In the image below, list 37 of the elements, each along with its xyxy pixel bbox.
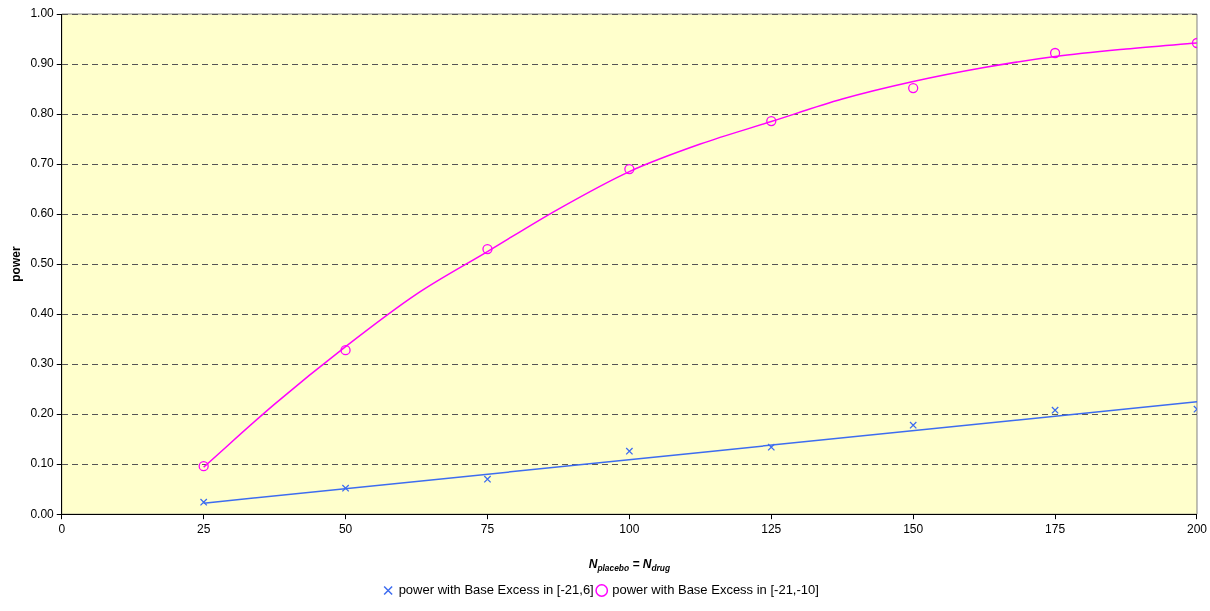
y-tick-label: 0.10 bbox=[30, 456, 55, 471]
legend-label: power with Base Excess in [-21,6] bbox=[398, 582, 594, 598]
legend-label: power with Base Excess in [-21,-10] bbox=[612, 582, 819, 598]
y-tick-label: 0.70 bbox=[30, 156, 55, 171]
point bbox=[340, 344, 351, 356]
point bbox=[341, 484, 350, 493]
x-tick-label: 175 bbox=[1045, 521, 1066, 536]
point bbox=[482, 243, 493, 255]
point bbox=[199, 498, 208, 507]
y-tick-label: 0.20 bbox=[30, 406, 55, 421]
y-tick-label: 0.00 bbox=[30, 506, 55, 521]
x-tick-label: 0 bbox=[58, 521, 66, 536]
y-tick-label: 1.00 bbox=[30, 6, 55, 21]
y-axis-title: power bbox=[8, 246, 23, 282]
x-tick-label: 200 bbox=[1186, 521, 1208, 536]
y-tick-label: 0.50 bbox=[30, 256, 55, 271]
y-tick-label: 0.30 bbox=[30, 356, 55, 371]
y-tick-label: 0.40 bbox=[30, 306, 55, 321]
y-tick-label: 0.90 bbox=[30, 56, 55, 71]
point bbox=[198, 461, 209, 472]
x-tick-label: 150 bbox=[903, 521, 924, 536]
x-tick-label: 125 bbox=[761, 521, 782, 536]
point bbox=[1049, 47, 1061, 59]
point bbox=[909, 421, 918, 429]
point bbox=[625, 447, 634, 456]
point bbox=[624, 163, 635, 175]
point bbox=[483, 475, 492, 484]
x-tick-label: 25 bbox=[196, 521, 211, 536]
y-tick-label: 0.80 bbox=[30, 106, 55, 121]
point bbox=[908, 82, 919, 94]
point bbox=[1051, 406, 1059, 414]
x-tick-label: 75 bbox=[480, 521, 495, 536]
y-tick-label: 0.60 bbox=[30, 206, 55, 221]
point bbox=[766, 115, 777, 127]
x-tick-label: 100 bbox=[619, 521, 640, 536]
x-tick-label: 50 bbox=[338, 521, 353, 536]
point bbox=[767, 443, 776, 452]
